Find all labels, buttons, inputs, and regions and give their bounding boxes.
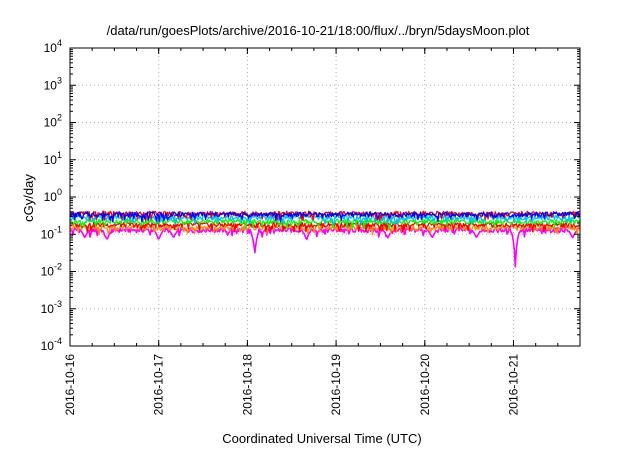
y-axis-label: cGy/day xyxy=(21,174,36,222)
y-tick-label: 10-1 xyxy=(41,224,62,241)
series-group xyxy=(69,210,581,268)
y-tick-label: 101 xyxy=(44,150,62,167)
x-tick-label: 2016-10-18 xyxy=(240,354,254,416)
x-tick-label: 2016-10-17 xyxy=(152,354,166,416)
y-tick-label: 103 xyxy=(44,75,62,92)
y-tick-label: 10-4 xyxy=(41,336,62,353)
y-tick-label: 102 xyxy=(44,113,62,130)
y-tick-label: 104 xyxy=(44,38,62,55)
y-tick-label: 10-3 xyxy=(41,299,62,316)
series-line xyxy=(69,211,581,223)
x-tick-label: 2016-10-21 xyxy=(506,354,520,416)
series-line xyxy=(69,226,581,268)
y-tick-label: 100 xyxy=(44,187,62,204)
axis-ticks: 10-4 10-3 10-2 10-1 100 101 102 103 104 2016-10-1… xyxy=(41,38,581,416)
x-axis-label: Coordinated Universal Time (UTC) xyxy=(222,431,421,446)
y-tick-label: 10-2 xyxy=(41,262,62,279)
grid xyxy=(69,47,580,347)
x-tick-label: 2016-10-16 xyxy=(63,354,77,416)
x-tick-label: 2016-10-19 xyxy=(329,354,343,416)
x-tick-label: 2016-10-20 xyxy=(418,354,432,416)
chart-title: /data/run/goesPlots/archive/2016-10-21/1… xyxy=(107,23,530,38)
